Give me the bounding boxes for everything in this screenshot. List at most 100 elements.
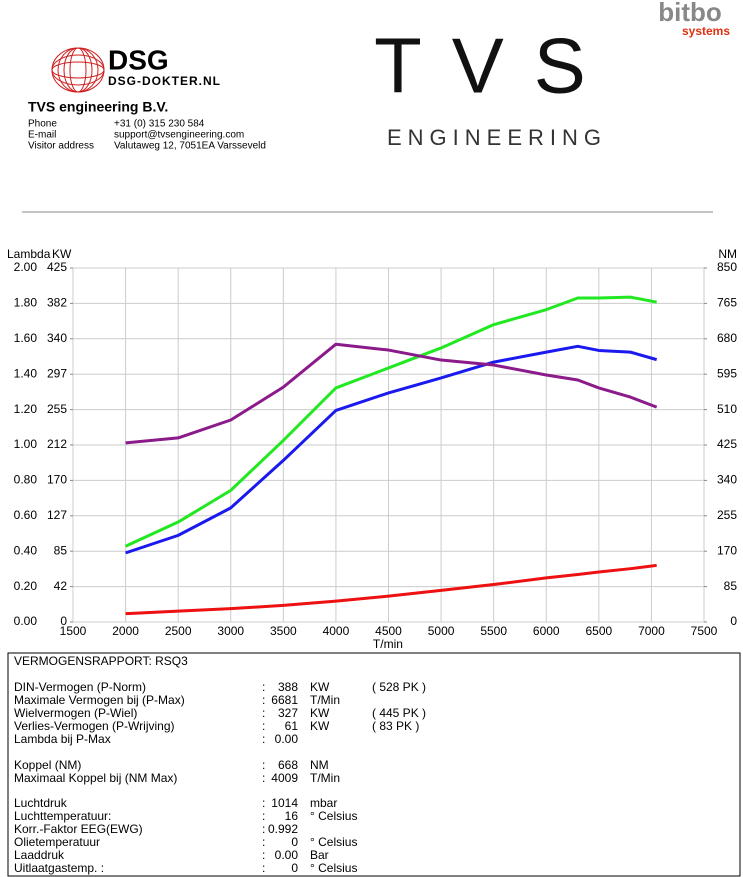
- y-tick-label: 382: [47, 296, 67, 310]
- y2-tick-label: 850: [717, 260, 737, 274]
- colon: :: [262, 771, 265, 785]
- row-label: Korr.-Faktor EEG(EWG): [14, 822, 143, 836]
- y3-tick-label: 0.00: [14, 614, 38, 628]
- colon: :: [262, 758, 265, 772]
- row-unit: KW: [310, 706, 330, 720]
- y2-tick-label: 595: [717, 366, 737, 380]
- y-tick-label: 340: [47, 331, 67, 345]
- row-unit: KW: [310, 680, 330, 694]
- x-tick-label: 5500: [480, 624, 507, 638]
- row-value: 0.00: [275, 732, 299, 746]
- row-unit: KW: [310, 719, 330, 733]
- colon: :: [262, 835, 265, 849]
- row-unit: T/Min: [310, 771, 340, 785]
- x-tick-label: 7000: [638, 624, 665, 638]
- y-tick-label: 425: [47, 260, 67, 274]
- row-extra: ( 445 PK ): [372, 706, 426, 720]
- row-label: Luchttemperatuur:: [14, 809, 111, 823]
- row-value: 6681: [271, 693, 298, 707]
- row-label: Verlies-Vermogen (P-Wrijving): [14, 719, 175, 733]
- row-label: Koppel (NM): [14, 758, 81, 772]
- y2-tick-label: 340: [717, 473, 737, 487]
- row-value: 0: [291, 835, 298, 849]
- colon: :: [262, 861, 265, 875]
- x-tick-label: 4500: [375, 624, 402, 638]
- row-value: 388: [278, 680, 298, 694]
- y-tick-label: 0: [60, 614, 67, 628]
- row-unit: T/Min: [310, 693, 340, 707]
- y3-axis-title: Lambda: [7, 247, 51, 261]
- series-line: [125, 563, 657, 616]
- colon: :: [262, 809, 265, 823]
- y2-axis-title: NM: [718, 247, 737, 261]
- report: DIN-Vermogen (P-Norm):388 KW( 528 PK )Max…: [14, 680, 426, 875]
- brand-sub: systems: [682, 24, 730, 38]
- y2-tick-label: 0: [730, 614, 737, 628]
- report-title: VERMOGENSRAPPORT: RSQ3: [14, 654, 188, 668]
- company: TVS engineering B.V.: [28, 99, 168, 115]
- y2-tick-label: 170: [717, 543, 737, 557]
- y3-tick-label: 0.60: [14, 508, 38, 522]
- row-unit: NM: [310, 758, 329, 772]
- y-axis-title: KW: [52, 247, 72, 261]
- y3-tick-label: 1.00: [14, 437, 38, 451]
- row-extra: ( 528 PK ): [372, 680, 426, 694]
- colon: :: [262, 706, 265, 720]
- x-tick-label: 2000: [112, 624, 139, 638]
- row-value: 61: [285, 719, 299, 733]
- brand: bitbo: [658, 0, 722, 27]
- series-line: [124, 295, 657, 548]
- y2-tick-label: 510: [717, 402, 737, 416]
- colon: :: [262, 848, 265, 862]
- y-tick-label: 127: [47, 508, 67, 522]
- y2-tick-label: 425: [717, 437, 737, 451]
- y-tick-label: 297: [47, 366, 67, 380]
- contact-label: Visitor address: [28, 141, 94, 152]
- y2-tick-label: 255: [717, 508, 737, 522]
- y-tick-label: 85: [54, 543, 68, 557]
- x-tick-label: 6000: [533, 624, 560, 638]
- row-unit: ° Celsius: [310, 861, 357, 875]
- dsg-emblem: [51, 47, 105, 93]
- row-value: 4009: [271, 771, 298, 785]
- contact-label: E-mail: [28, 130, 56, 141]
- y3-tick-label: 1.60: [14, 331, 38, 345]
- colon: :: [262, 680, 265, 694]
- x-tick-label: 7500: [691, 624, 718, 638]
- x-tick-label: 4000: [323, 624, 350, 638]
- dsg-logo: DSG: [108, 44, 169, 75]
- colon: :: [262, 796, 265, 810]
- row-label: Luchtdruk: [14, 796, 68, 810]
- row-value: 327: [278, 706, 298, 720]
- y3-tick-label: 0.20: [14, 579, 38, 593]
- y3-tick-label: 2.00: [14, 260, 38, 274]
- y2-tick-label: 85: [724, 579, 738, 593]
- x-tick-label: 3000: [217, 624, 244, 638]
- colon: :: [262, 693, 265, 707]
- row-label: Maximaal Koppel bij (NM Max): [14, 771, 177, 785]
- y3-tick-label: 1.40: [14, 366, 38, 380]
- y3-tick-label: 1.80: [14, 296, 38, 310]
- tvs-logo: TVS: [374, 22, 616, 110]
- y-tick-label: 212: [47, 437, 67, 451]
- row-extra: ( 83 PK ): [372, 719, 419, 733]
- x-axis-title: T/min: [373, 637, 403, 651]
- row-label: Laaddruk: [14, 848, 65, 862]
- x-tick-label: 2500: [165, 624, 192, 638]
- row-value: 668: [278, 758, 298, 772]
- contact-value: support@tvsengineering.com: [114, 130, 244, 141]
- x-tick-label: 3500: [270, 624, 297, 638]
- colon: :: [262, 732, 265, 746]
- series-line: [125, 344, 658, 555]
- row-value: 0: [291, 861, 298, 875]
- row-value: 16: [285, 809, 299, 823]
- tvs-sub: ENGINEERING: [387, 125, 607, 150]
- row-value: 1014: [271, 796, 298, 810]
- row-label: Uitlaatgastemp. :: [14, 861, 104, 875]
- row-value: 0.00: [275, 848, 299, 862]
- y3-tick-label: 0.80: [14, 473, 38, 487]
- row-label: Maximale Vermogen bij (P-Max): [14, 693, 185, 707]
- x-tick-label: 1500: [60, 624, 87, 638]
